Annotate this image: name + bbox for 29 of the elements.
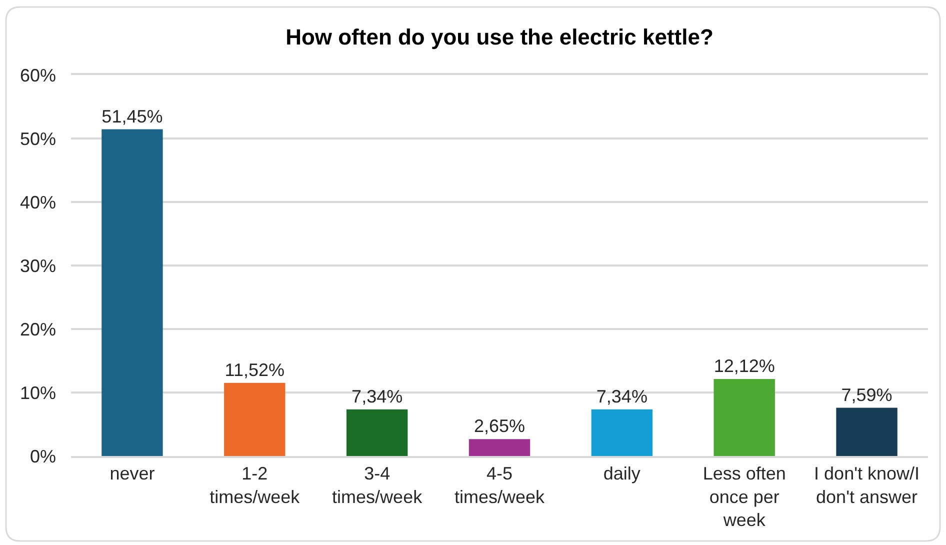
- bar: [346, 409, 408, 456]
- y-tick-label: 10%: [20, 382, 56, 403]
- y-tick-label: 50%: [20, 128, 56, 149]
- data-label: 12,12%: [714, 356, 775, 376]
- x-tick-label: Less often once per week: [702, 463, 786, 530]
- x-tick-label: 4-5 times/week: [454, 463, 546, 507]
- y-tick-label: 60%: [20, 65, 56, 86]
- data-label: 11,52%: [224, 360, 285, 380]
- x-tick-label: daily: [603, 463, 640, 484]
- bar: [714, 379, 775, 456]
- y-tick-label: 30%: [20, 256, 56, 276]
- bar: [836, 408, 898, 456]
- x-tick-label: I don't know/I don't answer: [814, 463, 920, 507]
- bar: [468, 439, 530, 456]
- x-tick-label: 3-4 times/week: [332, 463, 424, 507]
- x-tick-label: 1-2 times/week: [210, 463, 301, 507]
- data-label: 51,45%: [102, 106, 163, 126]
- data-label: 7,59%: [841, 384, 892, 405]
- bar: [224, 382, 286, 456]
- data-label: 7,34%: [352, 386, 403, 406]
- bar: [102, 129, 163, 456]
- y-tick-label: 20%: [20, 319, 56, 340]
- y-tick-label: 40%: [20, 192, 56, 212]
- x-tick-label: never: [110, 463, 155, 484]
- bar: [591, 409, 653, 456]
- data-label: 7,34%: [596, 386, 648, 406]
- data-label: 2,65%: [474, 416, 526, 436]
- chart-title: How often do you use the electric kettle?: [286, 24, 714, 50]
- y-tick-label: 0%: [30, 446, 56, 466]
